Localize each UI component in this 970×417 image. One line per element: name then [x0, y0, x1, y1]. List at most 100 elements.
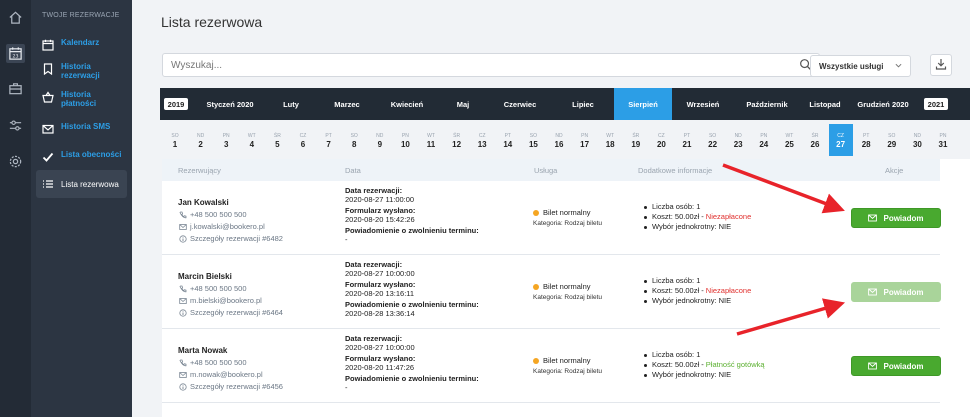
day-14[interactable]: PT 14: [496, 124, 520, 156]
single-choice: Wybór jednokrotny: NIE: [652, 370, 732, 379]
day-16[interactable]: ND 16: [547, 124, 571, 156]
info-cell: Liczba osób: 1 Koszt: 50.00zł - Niezapłac…: [644, 276, 751, 306]
reserver-email[interactable]: j.kowalski@bookero.pl: [178, 222, 283, 231]
day-18[interactable]: WT 18: [598, 124, 622, 156]
reservation-date-label: Data rezerwacji:: [345, 334, 403, 343]
day-17[interactable]: PN 17: [573, 124, 597, 156]
day-2[interactable]: ND 2: [189, 124, 213, 156]
day-13[interactable]: CZ 13: [470, 124, 494, 156]
month-tab-sep[interactable]: Wrzesień: [686, 99, 720, 109]
month-tab-oct[interactable]: Październik: [746, 99, 788, 109]
day-12[interactable]: ŚR 12: [445, 124, 469, 156]
prev-year-button[interactable]: 2019: [164, 98, 188, 110]
email-text: m.bielski@bookero.pl: [190, 296, 262, 305]
sidebar-item-attendance-list[interactable]: Lista obecności: [36, 150, 127, 164]
day-number: 10: [400, 140, 410, 149]
sidebar-item-calendar[interactable]: Kalendarz: [36, 38, 127, 52]
day-4[interactable]: WT 4: [240, 124, 264, 156]
day-weekday: WT: [247, 133, 256, 139]
day-number: 7: [326, 140, 331, 149]
reserver-cell: Jan Kowalski +48 500 500 500 j.kowalski@bo…: [178, 198, 283, 243]
details-text: Szczegóły rezerwacji #6482: [190, 234, 283, 243]
sidebar-item-waiting-list[interactable]: Lista rezerwowa: [36, 170, 127, 198]
home-icon[interactable]: [6, 8, 25, 27]
calendar-icon: [41, 38, 55, 52]
reserver-email[interactable]: m.bielski@bookero.pl: [178, 296, 283, 305]
day-22[interactable]: SO 22: [701, 124, 725, 156]
day-weekday: SO: [888, 133, 896, 139]
reserver-phone[interactable]: +48 500 500 500: [178, 358, 283, 367]
day-weekday: PN: [760, 133, 768, 139]
header-reserver: Rezerwujący: [178, 166, 221, 175]
month-tab-jan[interactable]: Styczeń 2020: [206, 99, 254, 109]
day-29[interactable]: SO 29: [880, 124, 904, 156]
sidebar-item-sms-history[interactable]: Historia SMS: [36, 122, 127, 136]
day-11[interactable]: WT 11: [419, 124, 443, 156]
month-tab-feb[interactable]: Luty: [283, 99, 299, 109]
reserver-phone[interactable]: +48 500 500 500: [178, 284, 283, 293]
sidebar-item-payment-history[interactable]: Historia płatności: [36, 90, 127, 108]
form-sent-date: 2020-08-20 11:47:26: [345, 363, 415, 372]
day-number: 27: [836, 140, 846, 149]
reservation-details-link[interactable]: Szczegóły rezerwacji #6464: [178, 308, 283, 317]
day-23[interactable]: ND 23: [726, 124, 750, 156]
download-button[interactable]: [930, 54, 952, 76]
svg-text:23: 23: [13, 54, 19, 60]
day-weekday: PN: [939, 133, 947, 139]
notify-button[interactable]: Powiadom: [851, 356, 941, 376]
calendar-icon[interactable]: 23: [6, 44, 25, 63]
month-tab-dec[interactable]: Grudzień 2020: [857, 99, 909, 109]
month-tab-mar[interactable]: Marzec: [334, 99, 360, 109]
day-26[interactable]: ŚR 26: [803, 124, 827, 156]
day-10[interactable]: PN 10: [393, 124, 417, 156]
day-19[interactable]: ŚR 19: [624, 124, 648, 156]
notify-button[interactable]: Powiadom: [851, 282, 941, 302]
reservation-details-link[interactable]: Szczegóły rezerwacji #6456: [178, 382, 283, 391]
day-9[interactable]: ND 9: [368, 124, 392, 156]
reservation-date: 2020-08-27 11:00:00: [345, 195, 415, 204]
bookmark-icon: [41, 62, 55, 76]
reserver-phone[interactable]: +48 500 500 500: [178, 210, 283, 219]
month-tab-aug[interactable]: Sierpień: [614, 88, 672, 120]
briefcase-icon[interactable]: [6, 79, 25, 98]
notify-button[interactable]: Powiadom: [851, 208, 941, 228]
gear-icon[interactable]: [6, 152, 25, 171]
reserver-email[interactable]: m.nowak@bookero.pl: [178, 370, 283, 379]
day-27[interactable]: CZ 27: [828, 124, 853, 156]
reservation-details-link[interactable]: Szczegóły rezerwacji #6482: [178, 234, 283, 243]
day-7[interactable]: PT 7: [317, 124, 341, 156]
day-6[interactable]: CZ 6: [291, 124, 315, 156]
day-31[interactable]: PN 31: [931, 124, 955, 156]
day-3[interactable]: PN 3: [214, 124, 238, 156]
day-8[interactable]: SO 8: [342, 124, 366, 156]
bullet: [644, 279, 647, 283]
day-weekday: SO: [350, 133, 358, 139]
day-1[interactable]: SO 1: [163, 124, 187, 156]
day-28[interactable]: PT 28: [854, 124, 878, 156]
date-cell: Data rezerwacji: 2020-08-27 10:00:00 Formu…: [345, 334, 479, 392]
day-number: 3: [223, 140, 229, 149]
month-tab-nov[interactable]: Listopad: [809, 99, 841, 109]
day-25[interactable]: WT 25: [777, 124, 801, 156]
next-year-button[interactable]: 2021: [924, 98, 948, 110]
day-30[interactable]: ND 30: [905, 124, 929, 156]
month-tab-may[interactable]: Maj: [456, 99, 470, 109]
month-tab-apr[interactable]: Kwiecień: [390, 99, 424, 109]
header-info: Dodatkowe informacje: [638, 166, 713, 175]
day-5[interactable]: ŚR 5: [265, 124, 289, 156]
sidebar-item-reservation-history[interactable]: Historia rezerwacji: [36, 62, 127, 80]
day-20[interactable]: CZ 20: [649, 124, 673, 156]
day-weekday: WT: [785, 133, 794, 139]
search-input[interactable]: [163, 54, 783, 76]
phone-icon: [178, 210, 187, 219]
month-tab-jul[interactable]: Lipiec: [572, 99, 594, 109]
service-select[interactable]: Wszystkie usługi: [810, 55, 911, 77]
month-tab-jun[interactable]: Czerwiec: [503, 99, 537, 109]
day-15[interactable]: SO 15: [521, 124, 545, 156]
sliders-icon[interactable]: [6, 116, 25, 135]
day-21[interactable]: PT 21: [675, 124, 699, 156]
reservation-date-label: Data rezerwacji:: [345, 260, 403, 269]
day-weekday: PT: [504, 133, 511, 139]
day-weekday: PN: [401, 133, 409, 139]
day-24[interactable]: PN 24: [752, 124, 776, 156]
